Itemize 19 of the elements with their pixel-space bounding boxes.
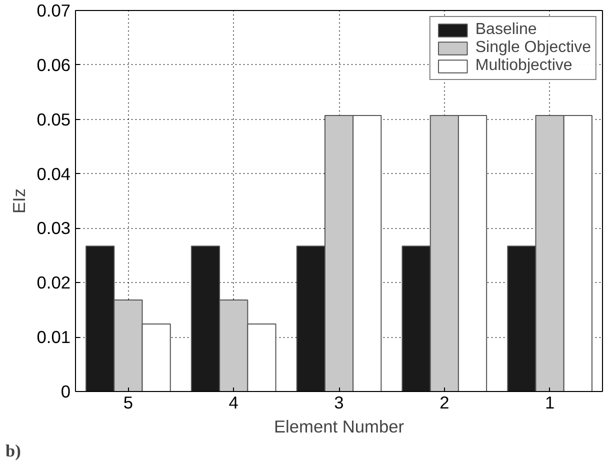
x-tick-label: 1: [544, 392, 555, 412]
y-tick-label: 0.05: [36, 109, 71, 130]
legend-label: Multiobjective: [475, 57, 572, 75]
x-axis-title: Element Number: [274, 416, 404, 436]
x-tick-label: 3: [334, 392, 344, 412]
y-tick-label: 0.04: [36, 164, 71, 184]
y-tick-label: 0.02: [36, 272, 71, 293]
x-tick-label: 2: [440, 392, 450, 412]
text: b): [6, 442, 22, 460]
x-tick-label: 4: [228, 392, 239, 412]
y-tick-label: 0.03: [36, 218, 71, 238]
legend-label: Single Objective: [475, 39, 591, 57]
y-tick-label: 0.01: [36, 327, 71, 348]
y-tick-label: 0: [60, 382, 71, 402]
y-tick-label: 0.06: [36, 54, 71, 75]
y-tick-label: 0.07: [36, 0, 71, 20]
legend-label: Baseline: [475, 21, 537, 39]
x-tick-label: 5: [123, 392, 134, 412]
y-axis-title: EIz: [8, 188, 29, 214]
